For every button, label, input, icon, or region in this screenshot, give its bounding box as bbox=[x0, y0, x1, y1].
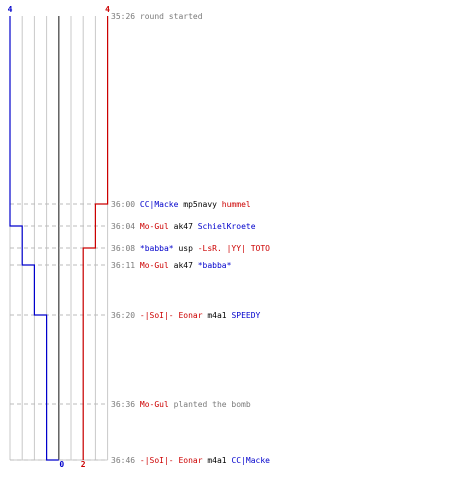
event-row: 35:26 round started bbox=[111, 12, 203, 21]
event-player-blue: *babba* bbox=[140, 244, 174, 253]
event-player-red: Mo-Gul bbox=[140, 400, 169, 409]
event-player-blue: SPEEDY bbox=[231, 311, 260, 320]
blue-end-count: 0 bbox=[59, 460, 64, 469]
event-row: 36:04 Mo-Gul ak47 SchielKroete bbox=[111, 222, 256, 231]
event-player-red: Mo-Gul bbox=[140, 261, 169, 270]
red-end-count: 2 bbox=[81, 460, 86, 469]
event-player-red: hummel bbox=[222, 200, 251, 209]
red-start-count: 4 bbox=[105, 5, 110, 14]
event-weapon: ak47 bbox=[169, 222, 198, 231]
event-player-red: -|SoI|- Eonar bbox=[140, 456, 203, 465]
event-text: planted the bomb bbox=[169, 400, 251, 409]
event-player-blue: SchielKroete bbox=[198, 222, 256, 231]
event-row: 36:20 -|SoI|- Eonar m4a1 SPEEDY bbox=[111, 311, 261, 320]
series-lines bbox=[9, 16, 109, 461]
blue-start-count: 4 bbox=[8, 5, 13, 14]
event-time: 36:36 bbox=[111, 400, 140, 409]
event-weapon: ak47 bbox=[169, 261, 198, 270]
event-text: round started bbox=[140, 12, 203, 21]
event-row: 36:36 Mo-Gul planted the bomb bbox=[111, 400, 251, 409]
event-time: 36:20 bbox=[111, 311, 140, 320]
grid-layer bbox=[9, 16, 109, 461]
series-line-blue bbox=[9, 16, 59, 461]
event-time: 36:00 bbox=[111, 200, 140, 209]
event-player-red: -|SoI|- Eonar bbox=[140, 311, 203, 320]
event-weapon: mp5navy bbox=[178, 200, 221, 209]
event-log: 35:26 round started 36:00 CC|Macke mp5nav… bbox=[111, 12, 270, 465]
event-player-red: Mo-Gul bbox=[140, 222, 169, 231]
event-time: 35:26 bbox=[111, 12, 140, 21]
event-weapon: m4a1 bbox=[203, 311, 232, 320]
event-time: 36:11 bbox=[111, 261, 140, 270]
count-labels: 4 4 0 2 bbox=[8, 5, 111, 469]
event-player-blue: CC|Macke bbox=[140, 200, 179, 209]
event-time: 36:08 bbox=[111, 244, 140, 253]
event-row: 36:46 -|SoI|- Eonar m4a1 CC|Macke bbox=[111, 456, 270, 465]
event-player-red: -LsR. |YY| TOTO bbox=[198, 244, 270, 253]
event-time: 36:04 bbox=[111, 222, 140, 231]
event-row: 36:08 *babba* usp -LsR. |YY| TOTO bbox=[111, 244, 270, 253]
event-weapon: m4a1 bbox=[203, 456, 232, 465]
event-player-blue: *babba* bbox=[198, 261, 232, 270]
event-weapon: usp bbox=[174, 244, 198, 253]
event-time: 36:46 bbox=[111, 456, 140, 465]
series-line-red bbox=[82, 16, 109, 460]
event-player-blue: CC|Macke bbox=[231, 456, 270, 465]
event-row: 36:11 Mo-Gul ak47 *babba* bbox=[111, 261, 232, 270]
event-row: 36:00 CC|Macke mp5navy hummel bbox=[111, 200, 251, 209]
